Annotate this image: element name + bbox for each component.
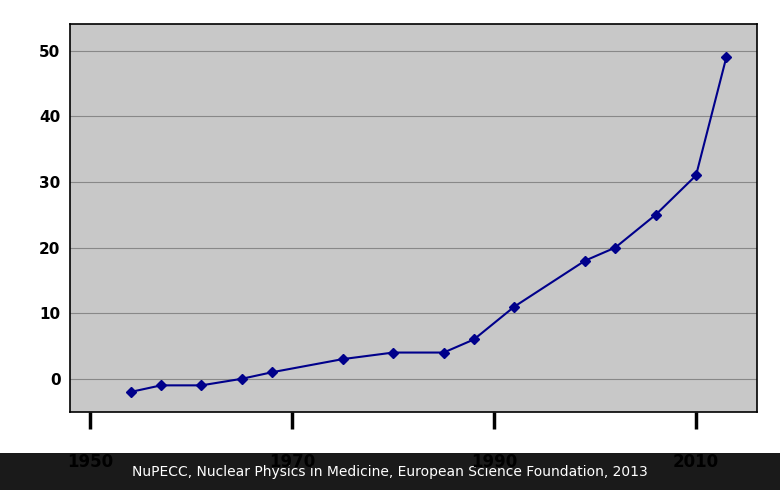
- Text: 1950: 1950: [67, 453, 113, 471]
- Text: 2010: 2010: [673, 453, 719, 471]
- Text: 1970: 1970: [269, 453, 315, 471]
- Text: 1990: 1990: [471, 453, 517, 471]
- Text: NuPECC, Nuclear Physics in Medicine, European Science Foundation, 2013: NuPECC, Nuclear Physics in Medicine, Eur…: [132, 465, 648, 479]
